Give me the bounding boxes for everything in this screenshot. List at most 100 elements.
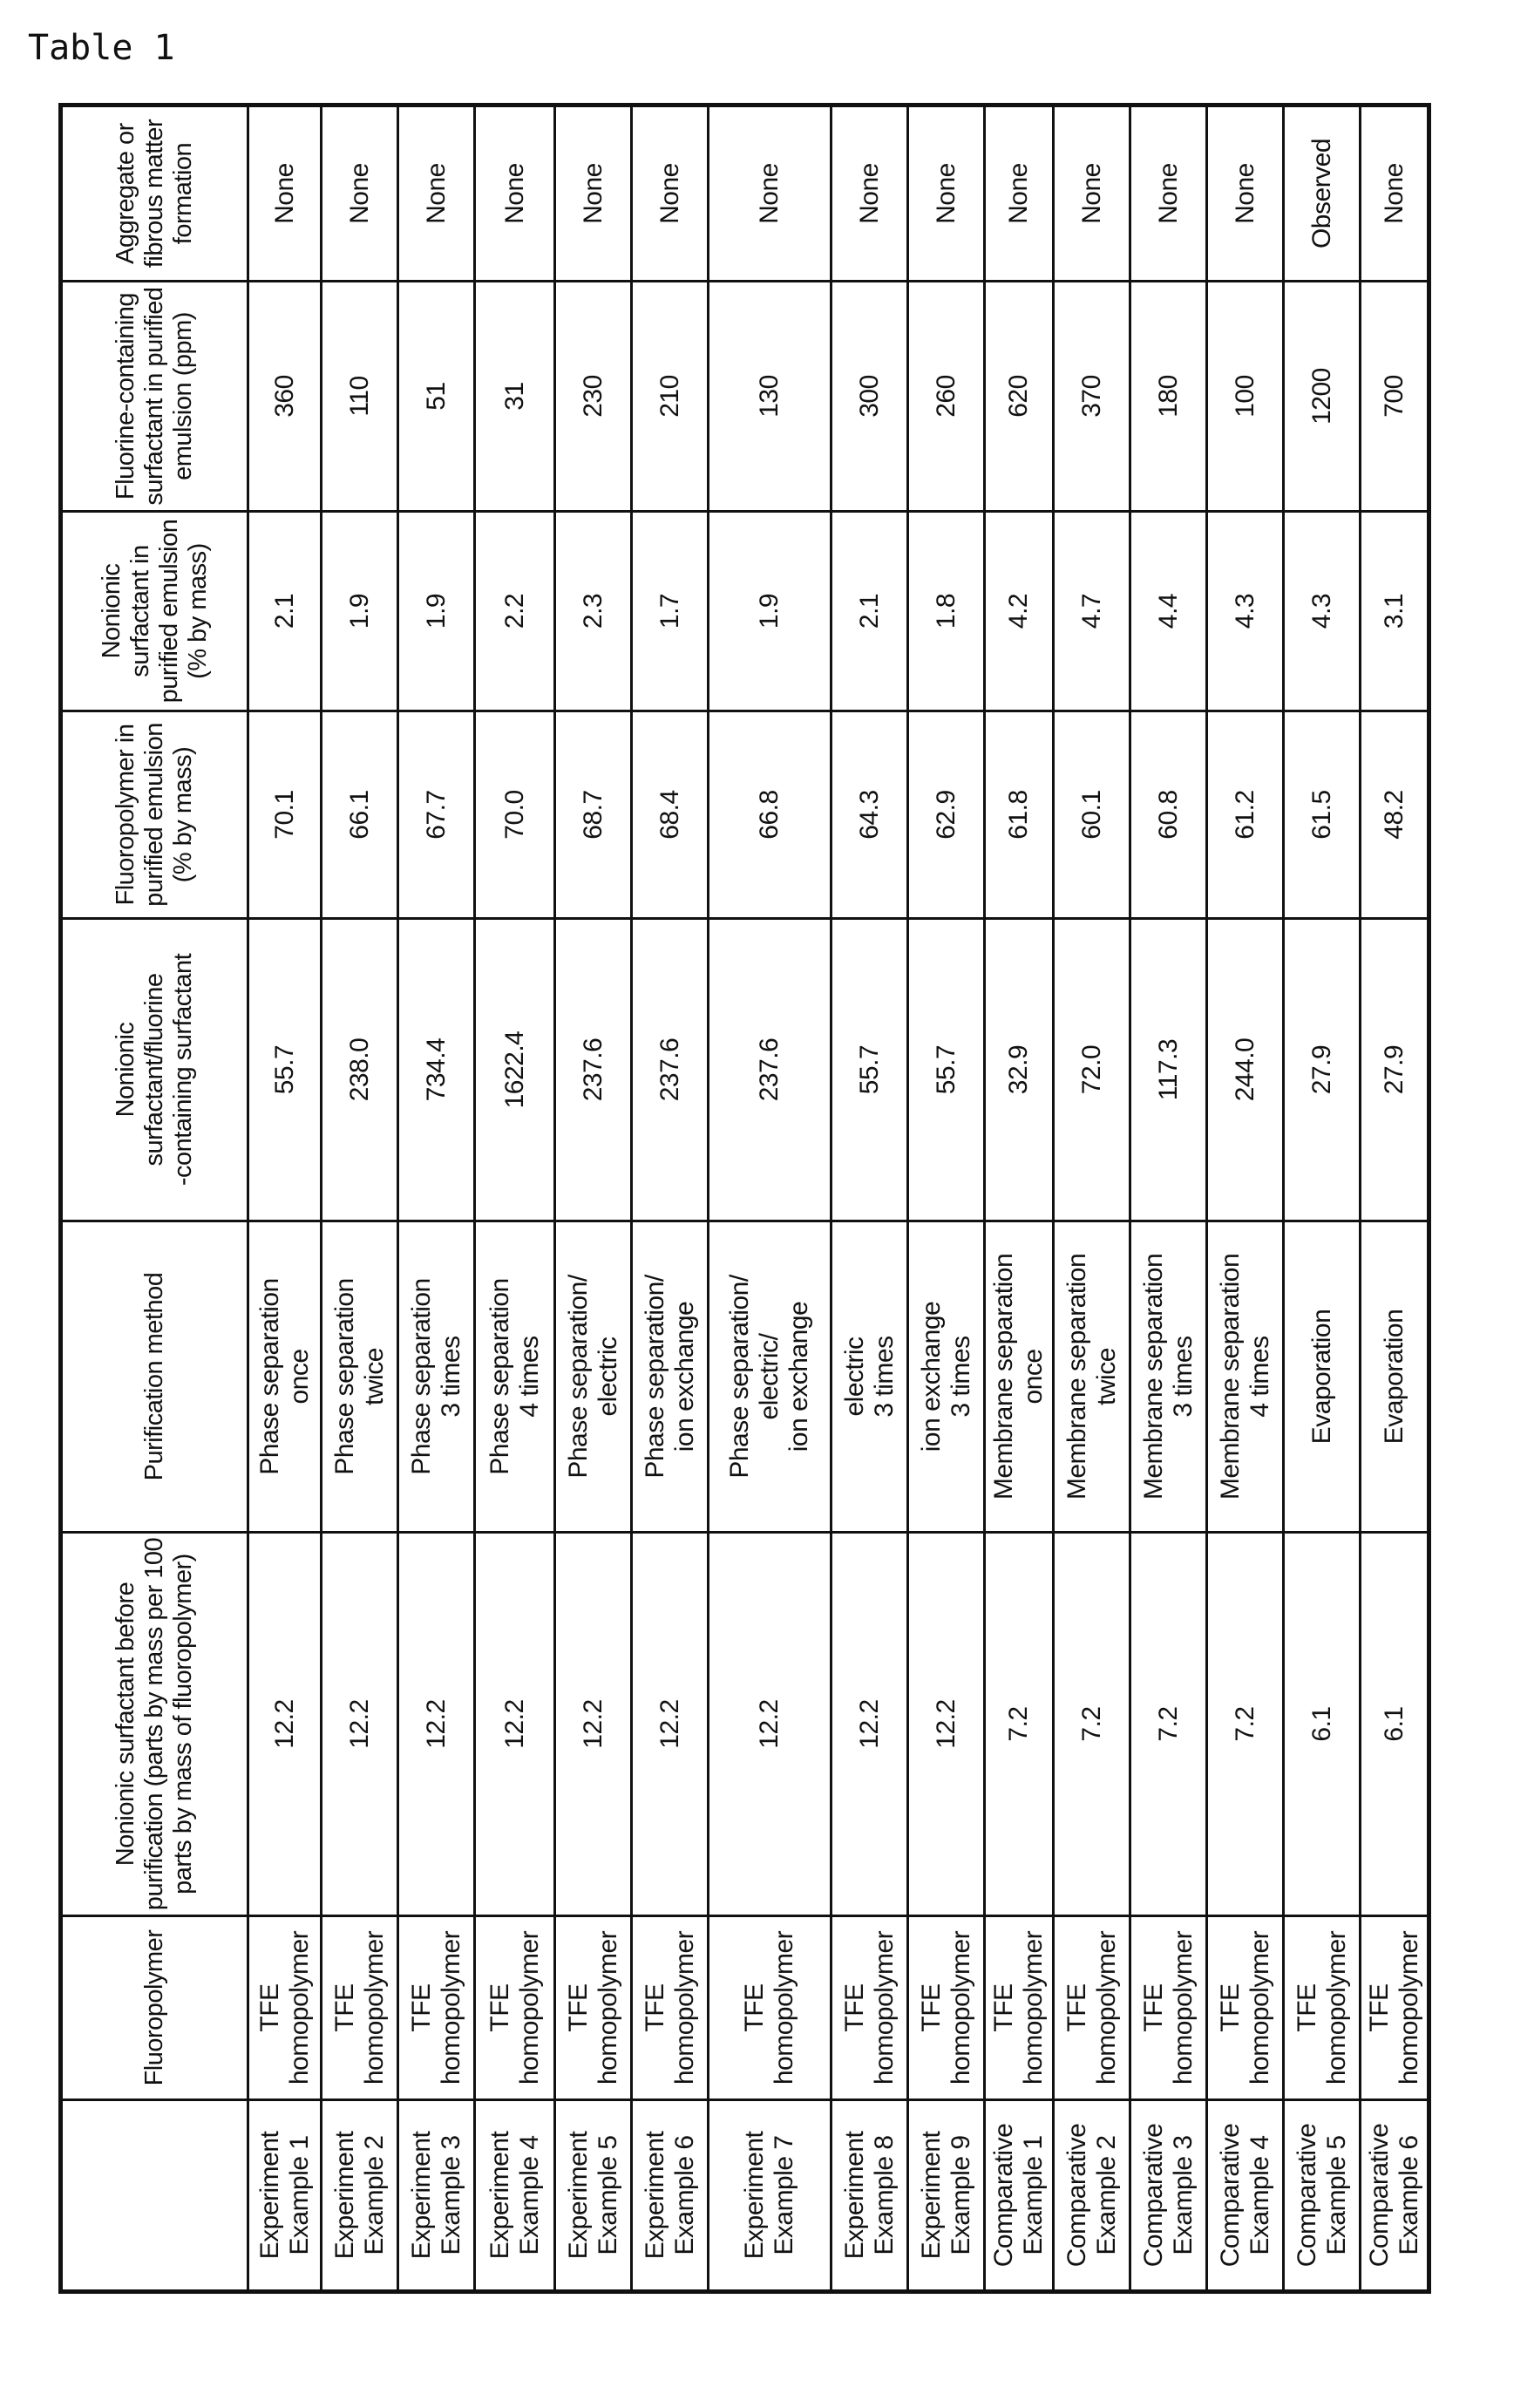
cell-purification-method: Phase separation twice [322,1221,398,1533]
cell-fluorine-surfactant-ppm: 620 [985,282,1054,512]
cell-ratio: 237.6 [555,919,632,1221]
table-row: Experiment Example 3TFE homopolymer12.2P… [398,105,475,2292]
cell-aggregate-formation: None [1054,105,1130,282]
cell-row-label: Experiment Example 8 [831,2100,908,2292]
cell-fluoropolymer: TFE homopolymer [1284,1916,1361,2100]
cell-fluoropolymer-purified: 61.5 [1284,711,1361,919]
cell-fluorine-surfactant-ppm: 260 [908,282,985,512]
cell-fluorine-surfactant-ppm: 700 [1361,282,1429,512]
results-table: FluoropolymerNonionic surfactant before … [58,103,1431,2294]
cell-nonionic-before: 12.2 [555,1533,632,1916]
cell-nonionic-purified: 4.3 [1284,512,1361,711]
cell-purification-method: Evaporation [1361,1221,1429,1533]
cell-fluoropolymer-purified: 61.2 [1207,711,1284,919]
table-row: Comparative Example 3TFE homopolymer7.2M… [1130,105,1207,2292]
cell-nonionic-before: 12.2 [632,1533,709,1916]
cell-purification-method: Phase separation/ electric [555,1221,632,1533]
cell-ratio: 27.9 [1361,919,1429,1221]
cell-nonionic-purified: 1.9 [322,512,398,711]
cell-nonionic-before: 7.2 [985,1533,1054,1916]
cell-fluoropolymer-purified: 70.1 [248,711,322,919]
cell-row-label: Comparative Example 2 [1054,2100,1130,2292]
table-row: Comparative Example 6TFE homopolymer6.1E… [1361,105,1429,2292]
cell-fluoropolymer: TFE homopolymer [475,1916,555,2100]
cell-nonionic-before: 6.1 [1361,1533,1429,1916]
cell-row-label: Comparative Example 6 [1361,2100,1429,2292]
cell-ratio: 734.4 [398,919,475,1221]
cell-fluorine-surfactant-ppm: 110 [322,282,398,512]
header-fluorine-surfactant-ppm: Fluorine-containing surfactant in purifi… [61,282,248,512]
cell-fluoropolymer: TFE homopolymer [709,1916,831,2100]
cell-nonionic-purified: 4.2 [985,512,1054,711]
cell-nonionic-before: 6.1 [1284,1533,1361,1916]
cell-nonionic-before: 12.2 [475,1533,555,1916]
cell-nonionic-purified: 3.1 [1361,512,1429,711]
cell-row-label: Comparative Example 3 [1130,2100,1207,2292]
cell-nonionic-before: 12.2 [248,1533,322,1916]
cell-ratio: 237.6 [632,919,709,1221]
header-nonionic-purified: Nonionic surfactant in purified emulsion… [61,512,248,711]
cell-fluoropolymer-purified: 61.8 [985,711,1054,919]
table-row: Experiment Example 4TFE homopolymer12.2P… [475,105,555,2292]
cell-purification-method: Phase separation/ electric/ ion exchange [709,1221,831,1533]
cell-ratio: 117.3 [1130,919,1207,1221]
cell-fluoropolymer: TFE homopolymer [908,1916,985,2100]
cell-fluoropolymer-purified: 62.9 [908,711,985,919]
table-row: Comparative Example 2TFE homopolymer7.2M… [1054,105,1130,2292]
cell-fluoropolymer: TFE homopolymer [831,1916,908,2100]
header-fluoropolymer-purified: Fluoropolymer in purified emulsion (% by… [61,711,248,919]
cell-aggregate-formation: None [908,105,985,282]
cell-ratio: 32.9 [985,919,1054,1221]
cell-fluorine-surfactant-ppm: 180 [1130,282,1207,512]
cell-row-label: Experiment Example 4 [475,2100,555,2292]
cell-nonionic-purified: 2.3 [555,512,632,711]
cell-purification-method: Phase separation 4 times [475,1221,555,1533]
cell-nonionic-purified: 2.1 [248,512,322,711]
cell-fluorine-surfactant-ppm: 1200 [1284,282,1361,512]
header-ratio: Nonionic surfactant/fluorine -containing… [61,919,248,1221]
cell-purification-method: Phase separation 3 times [398,1221,475,1533]
table-row: Experiment Example 5TFE homopolymer12.2P… [555,105,632,2292]
cell-ratio: 55.7 [831,919,908,1221]
cell-purification-method: Membrane separation once [985,1221,1054,1533]
header-nonionic-before: Nonionic surfactant before purification … [61,1533,248,1916]
cell-ratio: 237.6 [709,919,831,1221]
cell-aggregate-formation: None [248,105,322,282]
cell-aggregate-formation: Observed [1284,105,1361,282]
cell-ratio: 1622.4 [475,919,555,1221]
table-row: Experiment Example 2TFE homopolymer12.2P… [322,105,398,2292]
cell-fluoropolymer-purified: 48.2 [1361,711,1429,919]
table-row: Experiment Example 9TFE homopolymer12.2i… [908,105,985,2292]
header-fluoropolymer: Fluoropolymer [61,1916,248,2100]
cell-purification-method: Membrane separation 4 times [1207,1221,1284,1533]
cell-nonionic-purified: 2.2 [475,512,555,711]
cell-aggregate-formation: None [985,105,1054,282]
cell-fluoropolymer: TFE homopolymer [398,1916,475,2100]
cell-purification-method: Membrane separation twice [1054,1221,1130,1533]
cell-nonionic-purified: 2.1 [831,512,908,711]
cell-aggregate-formation: None [555,105,632,282]
cell-ratio: 244.0 [1207,919,1284,1221]
cell-nonionic-purified: 4.4 [1130,512,1207,711]
cell-nonionic-before: 7.2 [1130,1533,1207,1916]
cell-aggregate-formation: None [632,105,709,282]
cell-aggregate-formation: None [398,105,475,282]
cell-fluoropolymer: TFE homopolymer [632,1916,709,2100]
cell-fluorine-surfactant-ppm: 360 [248,282,322,512]
cell-row-label: Comparative Example 4 [1207,2100,1284,2292]
cell-fluorine-surfactant-ppm: 300 [831,282,908,512]
cell-fluoropolymer: TFE homopolymer [985,1916,1054,2100]
cell-nonionic-before: 7.2 [1207,1533,1284,1916]
table-row: Experiment Example 8TFE homopolymer12.2e… [831,105,908,2292]
cell-ratio: 55.7 [248,919,322,1221]
cell-fluoropolymer-purified: 67.7 [398,711,475,919]
cell-ratio: 55.7 [908,919,985,1221]
cell-fluoropolymer-purified: 66.1 [322,711,398,919]
cell-purification-method: Phase separation/ ion exchange [632,1221,709,1533]
cell-nonionic-before: 12.2 [322,1533,398,1916]
table-row: Experiment Example 6TFE homopolymer12.2P… [632,105,709,2292]
cell-fluorine-surfactant-ppm: 130 [709,282,831,512]
cell-nonionic-purified: 1.9 [398,512,475,711]
cell-fluorine-surfactant-ppm: 230 [555,282,632,512]
cell-nonionic-purified: 1.8 [908,512,985,711]
